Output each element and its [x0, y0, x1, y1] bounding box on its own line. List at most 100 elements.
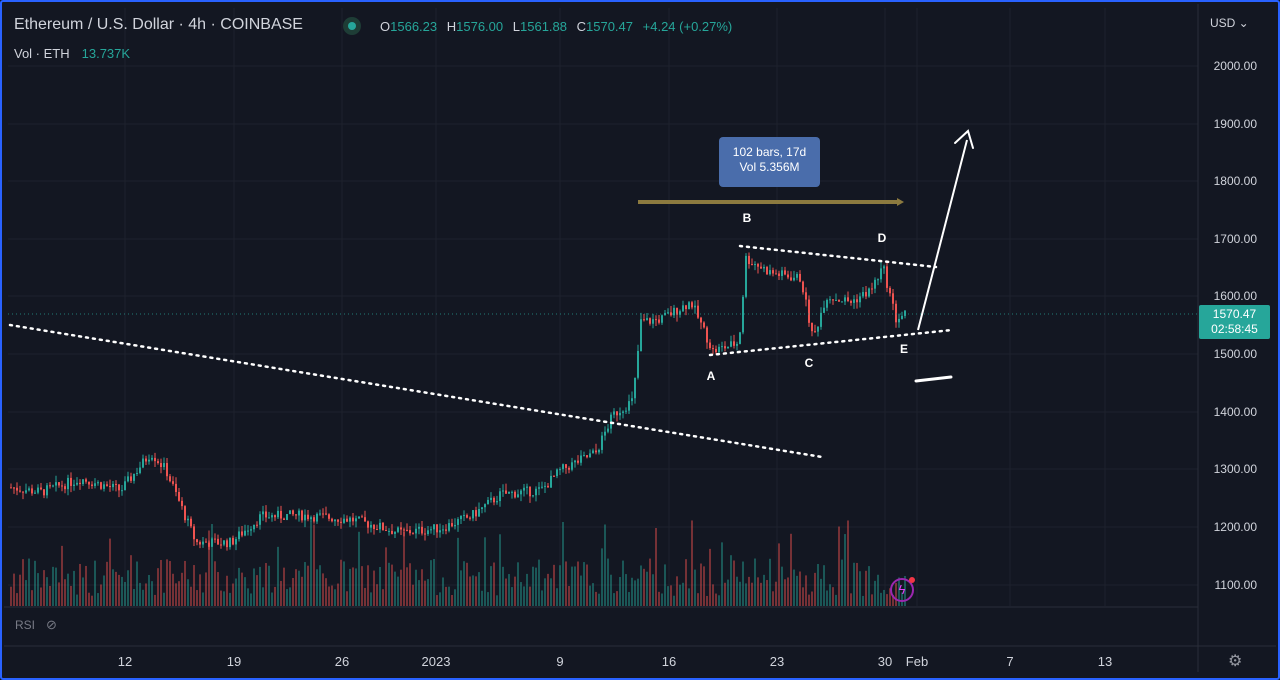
gear-icon[interactable]: ⚙ [1228, 653, 1243, 670]
currency-selector[interactable]: USD ⌄ [1210, 16, 1249, 30]
volume-bar [265, 563, 267, 606]
candle-body [766, 266, 768, 275]
symbol-title[interactable]: Ethereum / U.S. Dollar · 4h · COINBASE [14, 16, 303, 33]
market-status-icon [343, 17, 361, 35]
volume-bar [103, 575, 105, 606]
candle-body [271, 515, 273, 518]
volume-bar [70, 585, 72, 606]
volume-bar [100, 584, 102, 606]
volume-bar [523, 586, 525, 606]
price-tick-label: 1100.00 [1215, 578, 1258, 592]
volume-bar [556, 588, 558, 606]
candle-body [484, 504, 486, 508]
price-tick-label: 1900.00 [1214, 117, 1258, 131]
candle-body [580, 455, 582, 463]
volume-bar [61, 545, 63, 606]
candle-body [817, 326, 819, 332]
candle-body [562, 464, 564, 470]
candle-body [97, 482, 99, 484]
eye-hidden-icon[interactable]: ⊘ [46, 617, 57, 632]
candle-body [556, 469, 558, 477]
candle-body [904, 310, 906, 316]
volume-legend[interactable]: Vol · ETH 13.737K [14, 46, 130, 61]
volume-bar [391, 564, 393, 606]
volume-bar [253, 568, 255, 606]
candle-body [178, 491, 180, 501]
volume-bar [598, 593, 600, 606]
candle-body [631, 398, 633, 402]
measure-bars: 102 bars, 17d [732, 145, 807, 159]
volume-bar [112, 569, 114, 606]
volume-bar [814, 572, 816, 606]
candle-body [49, 485, 51, 487]
candle-body [382, 522, 384, 530]
lightning-icon[interactable]: ϟ [890, 577, 915, 602]
volume-bar [490, 566, 492, 606]
time-tick-label: Feb [906, 654, 928, 669]
candle-body [181, 500, 183, 507]
candle-body [670, 312, 672, 316]
candle-body [841, 301, 843, 303]
volume-bar [772, 591, 774, 606]
volume-bar [193, 565, 195, 606]
candle-body [646, 318, 648, 321]
candle-body [268, 517, 270, 519]
volume-bar [388, 562, 390, 606]
volume-bar [616, 591, 618, 606]
candle-body [754, 264, 756, 266]
volume-bar [688, 588, 690, 606]
volume-bar [790, 533, 792, 606]
candle-body [121, 490, 123, 492]
volume-bar [304, 562, 306, 606]
volume-bar [778, 543, 780, 606]
volume-bar [652, 574, 654, 606]
candle-body [100, 482, 102, 489]
time-tick-label: 13 [1098, 654, 1112, 669]
volume-bar [727, 579, 729, 606]
volume-bar [805, 575, 807, 606]
volume-bar [118, 574, 120, 606]
volume-bar [28, 558, 30, 606]
volume-bar [355, 568, 357, 606]
candle-body [187, 518, 189, 521]
volume-bar [385, 547, 387, 606]
annotation-dash [914, 375, 953, 383]
volume-bar [718, 595, 720, 606]
volume-bar [553, 564, 555, 606]
rsi-label[interactable]: RSI [15, 618, 36, 632]
volume-bar [799, 571, 801, 606]
candle-body [619, 412, 621, 416]
volume-bar [571, 566, 573, 606]
open-value: 1566.23 [390, 19, 438, 34]
candle-body [466, 515, 468, 518]
volume-bar [88, 592, 90, 606]
candle-body [448, 523, 450, 531]
volume-bar [220, 590, 222, 606]
candle-body [439, 530, 441, 533]
candle-body [628, 401, 630, 411]
volume-bar [337, 583, 339, 606]
candle-body [586, 455, 588, 458]
candle-body [316, 513, 318, 522]
candle-body [709, 342, 711, 349]
candle-body [337, 519, 339, 522]
volume-bar [361, 566, 363, 606]
last-price-tag: 1570.47 02:58:45 [1199, 305, 1270, 339]
candle-body [832, 299, 834, 301]
volume-bar [520, 582, 522, 606]
volume-bar [208, 530, 210, 606]
candle-body [67, 477, 69, 490]
candle-body [544, 485, 546, 487]
candle-body [862, 292, 864, 297]
volume-bar [310, 520, 312, 606]
candle-body [838, 299, 840, 302]
candle-body [502, 490, 504, 492]
price-tick-label: 1300.00 [1214, 462, 1258, 476]
volume-bar [829, 584, 831, 606]
candle-body [154, 457, 156, 462]
price-tick-label: 2000.00 [1214, 59, 1258, 73]
volume-bar [703, 566, 705, 606]
volume-bar [142, 589, 144, 606]
descending-trendline [8, 323, 824, 459]
